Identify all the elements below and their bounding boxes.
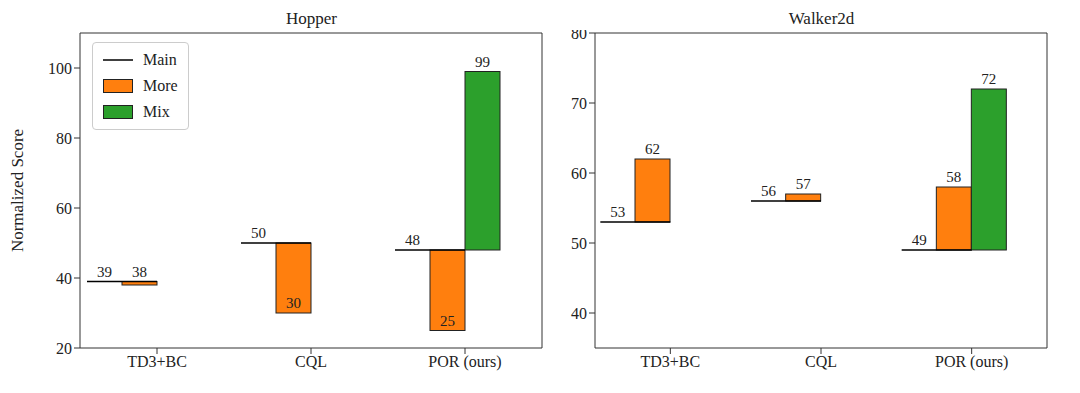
svg-text:48: 48 — [405, 232, 420, 248]
svg-text:40: 40 — [571, 305, 587, 322]
svg-text:80: 80 — [571, 30, 587, 42]
svg-text:99: 99 — [475, 54, 490, 70]
svg-text:POR (ours): POR (ours) — [935, 353, 1008, 371]
svg-text:80: 80 — [56, 130, 72, 147]
svg-text:38: 38 — [132, 264, 147, 280]
svg-text:20: 20 — [56, 340, 72, 357]
html-text:Walker2d: Walker2d — [788, 9, 855, 28]
html-text:Mix: Mix — [143, 103, 170, 120]
svg-text:40: 40 — [56, 270, 72, 287]
svg-text:CQL: CQL — [805, 353, 837, 370]
svg-text:30: 30 — [286, 295, 301, 311]
svg-text:57: 57 — [796, 176, 812, 192]
svg-text:50: 50 — [251, 225, 266, 241]
svg-text:60: 60 — [56, 200, 72, 217]
svg-text:58: 58 — [946, 169, 961, 185]
svg-text:POR (ours): POR (ours) — [428, 353, 501, 371]
svg-text:100: 100 — [48, 60, 72, 77]
svg-text:72: 72 — [981, 71, 996, 87]
svg-text:25: 25 — [440, 313, 455, 329]
svg-text:56: 56 — [761, 183, 777, 199]
svg-text:70: 70 — [571, 95, 587, 112]
svg-text:49: 49 — [912, 232, 927, 248]
svg-text:60: 60 — [571, 165, 587, 182]
svg-text:Normalized Score: Normalized Score — [8, 129, 27, 252]
svg-text:CQL: CQL — [295, 353, 327, 370]
svg-text:62: 62 — [645, 141, 660, 157]
svg-text:39: 39 — [97, 264, 112, 280]
svg-text:TD3+BC: TD3+BC — [640, 353, 700, 370]
svg-text:50: 50 — [571, 235, 587, 252]
svg-text:53: 53 — [610, 204, 625, 220]
svg-text:TD3+BC: TD3+BC — [127, 353, 187, 370]
html-text:Main: Main — [143, 51, 177, 68]
html-text:Hopper: Hopper — [286, 9, 337, 28]
html-text:More: More — [143, 77, 178, 94]
